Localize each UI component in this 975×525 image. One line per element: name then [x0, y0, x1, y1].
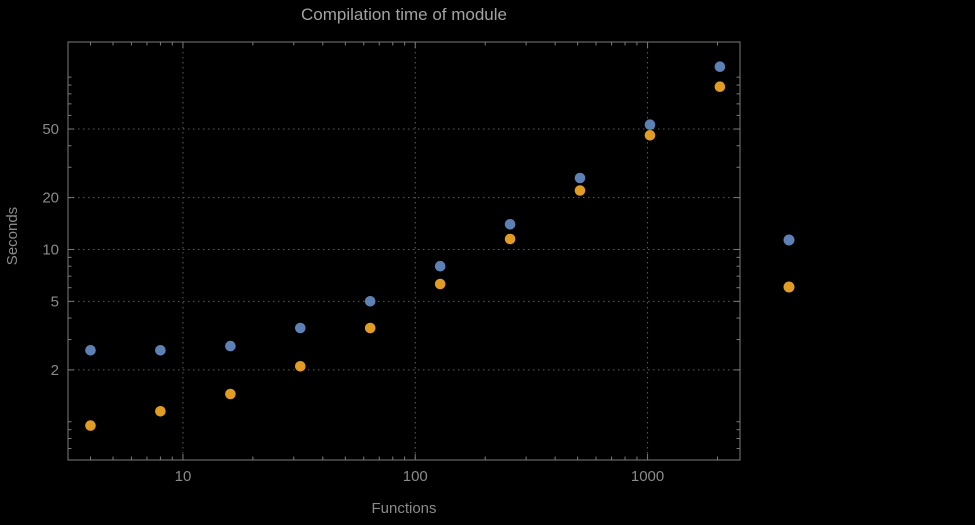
x-tick-label: 1000 [631, 468, 664, 485]
x-tick-label: 100 [403, 468, 428, 485]
data-point-orange [574, 185, 586, 196]
data-point-orange [434, 278, 446, 290]
y-tick-label: 5 [51, 293, 59, 310]
data-point-blue [644, 119, 656, 130]
data-point-orange [85, 420, 96, 431]
legend-marker-blue [783, 234, 795, 246]
legend-marker-orange [783, 281, 795, 293]
data-point-orange [504, 233, 516, 245]
data-point-blue [155, 345, 166, 356]
data-point-orange [155, 406, 166, 417]
y-tick-label: 2 [51, 362, 59, 379]
x-axis-label: Functions [371, 500, 437, 517]
data-point-blue [504, 219, 516, 230]
y-tick-label: 10 [42, 241, 59, 258]
y-axis-label: Seconds [4, 206, 21, 266]
data-point-orange [364, 322, 376, 334]
data-point-orange [225, 388, 236, 400]
data-point-blue [434, 260, 446, 272]
plot-frame [67, 41, 741, 461]
data-point-blue [574, 172, 586, 184]
y-tick-label: 50 [42, 121, 59, 138]
data-point-orange [295, 361, 306, 372]
y-tick-label: 20 [42, 190, 59, 207]
x-tick-label: 10 [175, 468, 192, 485]
data-point-blue [714, 61, 726, 72]
data-point-blue [225, 340, 236, 352]
chart-title: Compilation time of module [301, 5, 507, 24]
data-point-blue [295, 322, 306, 334]
data-point-blue [364, 296, 376, 307]
data-point-orange [714, 81, 726, 92]
data-point-blue [85, 345, 96, 356]
data-point-orange [644, 130, 656, 141]
